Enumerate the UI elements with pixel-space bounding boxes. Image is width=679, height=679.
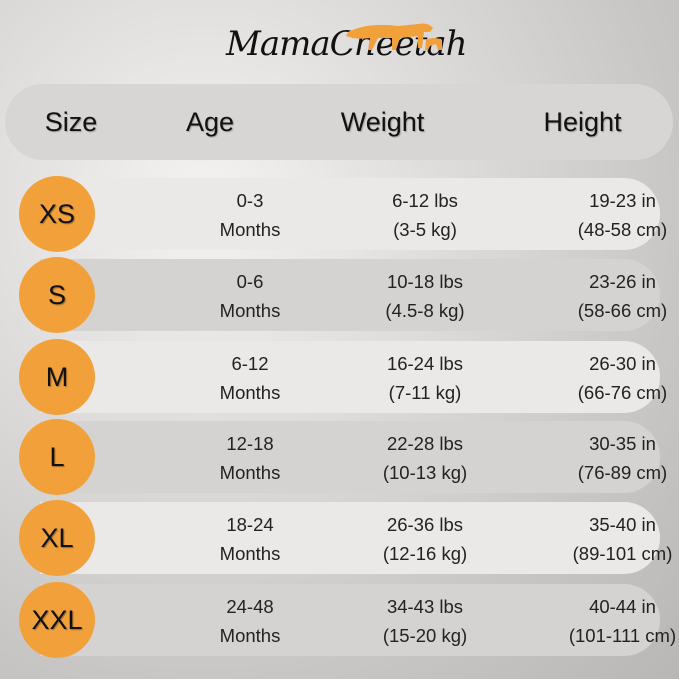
cell-weight-line: (15-20 kg): [382, 625, 468, 646]
cell-age-line: Months: [219, 300, 281, 321]
cell-height-line: 30-35 in: [589, 433, 656, 454]
brand-logo: MamaCheetah: [220, 14, 468, 74]
table-row: 18-24 Months 26-36 lbs (12-16 kg) 35-40 in (8…: [40, 502, 672, 574]
header-height: Height: [543, 107, 622, 137]
size-badge: XL: [19, 500, 95, 576]
cell-height: 40-44 in (101-111 cm): [540, 592, 679, 650]
cell-height-line: (58-66 cm): [577, 300, 668, 321]
size-badge: M: [19, 339, 95, 415]
cell-weight-line: 26-36 lbs: [386, 514, 464, 535]
cell-weight: 26-36 lbs (12-16 kg): [340, 510, 510, 568]
cell-height-line: (76-89 cm): [577, 462, 668, 483]
size-badge: XS: [19, 176, 95, 252]
cell-age: 18-24 Months: [170, 510, 330, 568]
cell-weight-line: 22-28 lbs: [386, 433, 464, 454]
cell-weight: 16-24 lbs (7-11 kg): [340, 349, 510, 407]
size-badge: XXL: [19, 582, 95, 658]
cell-age: 6-12 Months: [170, 349, 330, 407]
cell-height-line: 40-44 in: [589, 596, 656, 617]
cell-age-line: Months: [219, 462, 281, 483]
cell-age: 12-18 Months: [170, 429, 330, 487]
cell-age-line: 0-3: [236, 190, 264, 211]
cell-weight: 6-12 lbs (3-5 kg): [340, 186, 510, 244]
cell-age-line: Months: [219, 382, 281, 403]
header-size: Size: [44, 107, 98, 137]
table-row: 0-3 Months 6-12 lbs (3-5 kg) 19-23 in (48-58 …: [40, 178, 667, 250]
size-badge: L: [19, 419, 95, 495]
cell-weight-line: 10-18 lbs: [386, 271, 464, 292]
cell-height-line: 23-26 in: [589, 271, 656, 292]
cheetah-icon: [346, 23, 442, 50]
cell-age: 0-6 Months: [170, 267, 330, 325]
cell-height-line: 26-30 in: [589, 353, 656, 374]
cell-weight-line: (12-16 kg): [382, 543, 468, 564]
cell-age-line: 6-12: [231, 353, 269, 374]
cell-age-line: Months: [219, 219, 281, 240]
cell-weight: 10-18 lbs (4.5-8 kg): [340, 267, 510, 325]
cell-height-line: (89-101 cm): [572, 543, 673, 564]
cell-weight-line: 34-43 lbs: [386, 596, 464, 617]
cell-weight: 22-28 lbs (10-13 kg): [340, 429, 510, 487]
cell-height-line: (66-76 cm): [577, 382, 668, 403]
table-row: 0-6 Months 10-18 lbs (4.5-8 kg) 23-26 in (58-…: [40, 259, 667, 331]
cell-height: 30-35 in (76-89 cm): [540, 429, 679, 487]
cell-age-line: 18-24: [226, 514, 274, 535]
table-header: Size Age Weight Height: [5, 84, 673, 160]
cell-age-line: Months: [219, 625, 281, 646]
table-row: 24-48 Months 34-43 lbs (15-20 kg) 40-44 in (1…: [40, 584, 676, 656]
cell-age-line: 24-48: [226, 596, 274, 617]
cell-height: 35-40 in (89-101 cm): [540, 510, 679, 568]
cell-height-line: (48-58 cm): [577, 219, 668, 240]
table-row: 12-18 Months 22-28 lbs (10-13 kg) 30-35 in (7…: [40, 421, 667, 493]
cell-height: 23-26 in (58-66 cm): [540, 267, 679, 325]
cell-height-line: 19-23 in: [589, 190, 656, 211]
cell-age-line: Months: [219, 543, 281, 564]
cell-weight-line: 6-12 lbs: [392, 190, 458, 211]
cell-height: 26-30 in (66-76 cm): [540, 349, 679, 407]
cell-age-line: 0-6: [236, 271, 264, 292]
header-weight: Weight: [340, 107, 425, 137]
cell-height-line: 35-40 in: [589, 514, 656, 535]
size-badge: S: [19, 257, 95, 333]
cell-weight-line: (7-11 kg): [388, 382, 462, 403]
cell-height: 19-23 in (48-58 cm): [540, 186, 679, 244]
header-age: Age: [185, 107, 235, 137]
cell-weight-line: (4.5-8 kg): [385, 300, 465, 321]
cell-age-line: 12-18: [226, 433, 274, 454]
cell-height-line: (101-111 cm): [568, 625, 677, 646]
cell-weight: 34-43 lbs (15-20 kg): [340, 592, 510, 650]
table-row: 6-12 Months 16-24 lbs (7-11 kg) 26-30 in (66-…: [40, 341, 667, 413]
cell-age: 24-48 Months: [170, 592, 330, 650]
cell-weight-line: 16-24 lbs: [386, 353, 464, 374]
cell-weight-line: (10-13 kg): [382, 462, 468, 483]
cell-age: 0-3 Months: [170, 186, 330, 244]
cell-weight-line: (3-5 kg): [393, 219, 457, 240]
